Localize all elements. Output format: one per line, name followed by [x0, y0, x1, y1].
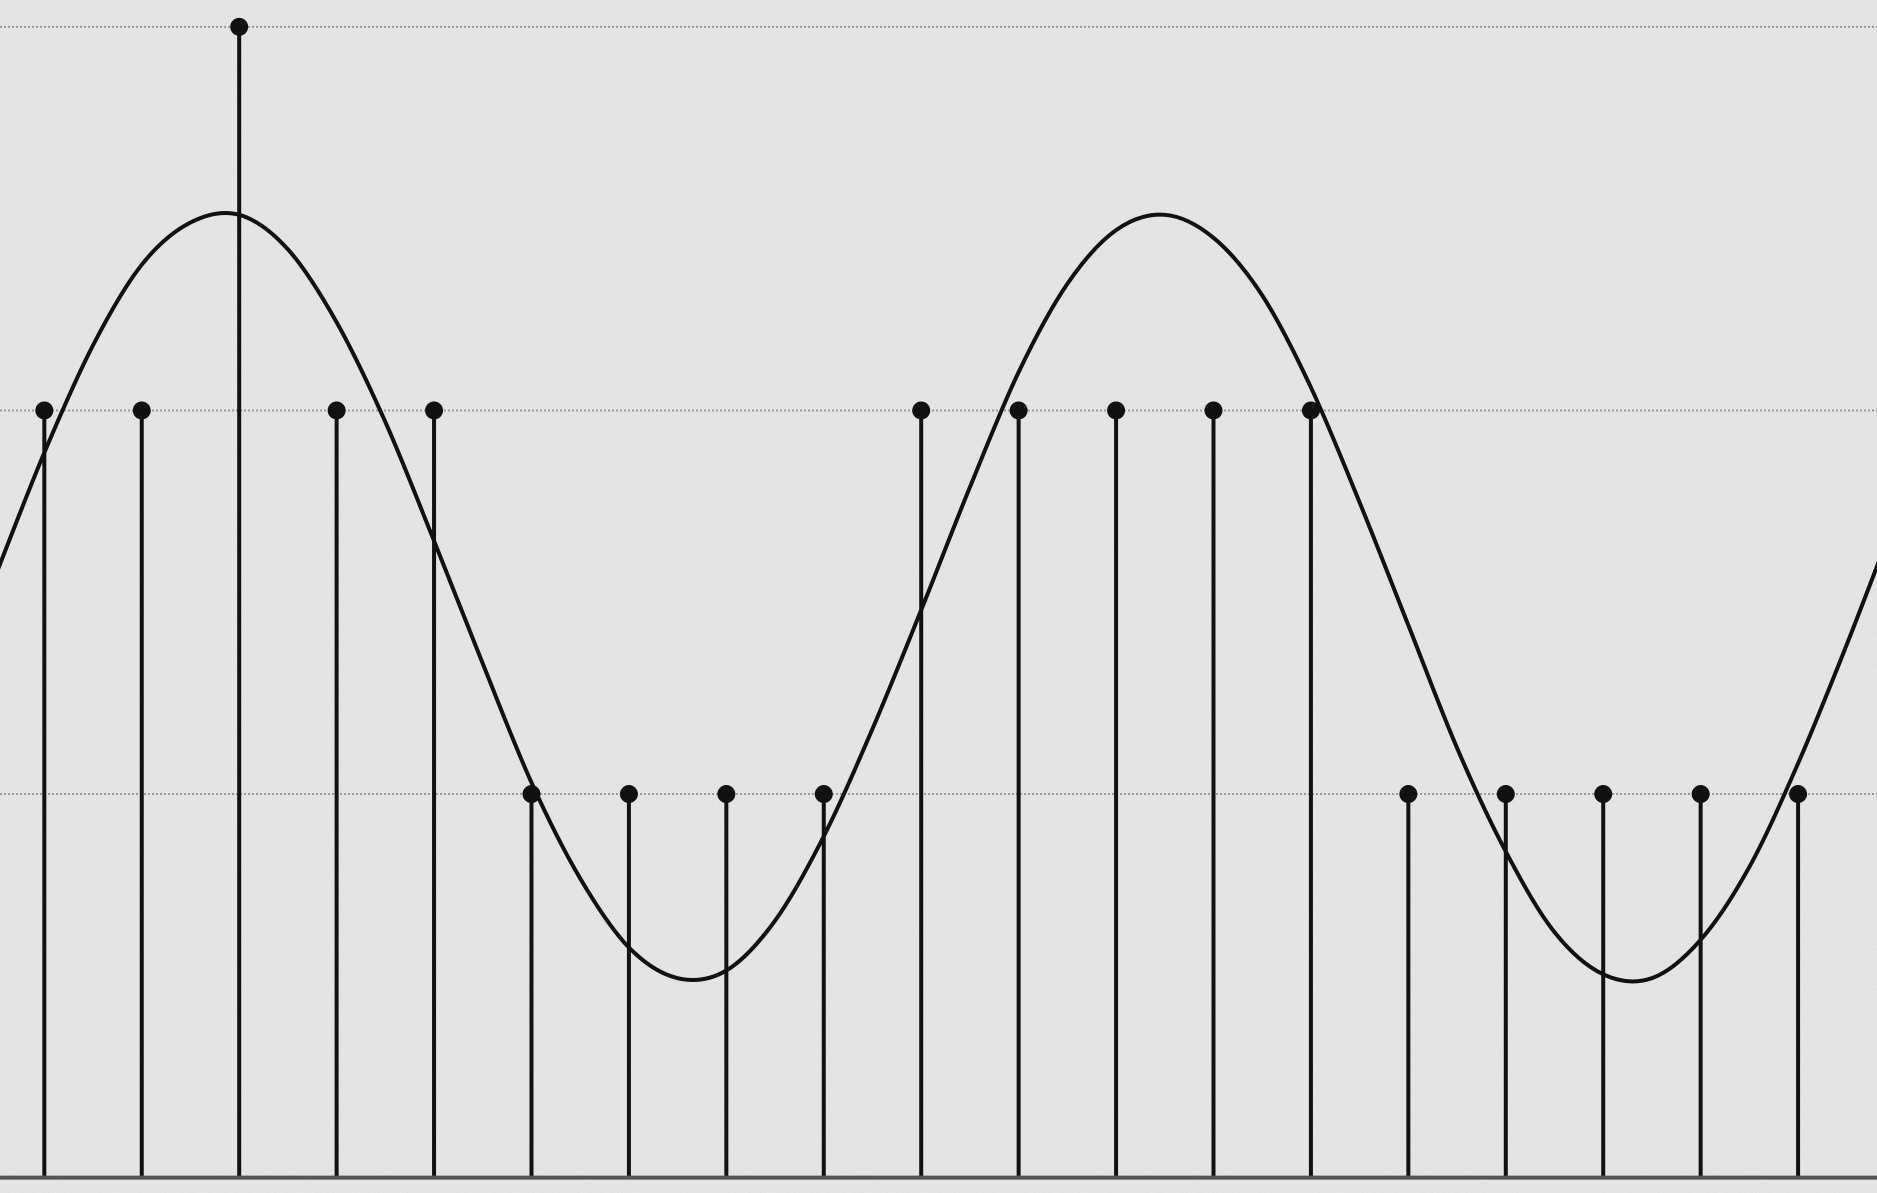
stem-dot: [814, 785, 833, 804]
stem-dot: [1789, 785, 1808, 804]
stem-dot: [1009, 401, 1028, 420]
stem-dot: [717, 785, 736, 804]
stem-dot: [132, 401, 151, 420]
stem-dot: [1301, 401, 1320, 420]
stem-dot: [1399, 785, 1418, 804]
stem-dot: [230, 17, 249, 36]
stem-dot: [327, 401, 346, 420]
sine-curve: [0, 210, 1877, 984]
stem-dot: [425, 401, 444, 420]
stem-dot: [1496, 785, 1515, 804]
stem-dot: [912, 401, 931, 420]
stem-dot: [1107, 401, 1126, 420]
stem-dot: [619, 785, 638, 804]
stem-dot: [1204, 401, 1223, 420]
stem-dot: [1594, 785, 1613, 804]
plot-area: [0, 17, 1877, 1180]
stem-dot: [1691, 785, 1710, 804]
stem-dot: [35, 401, 54, 420]
